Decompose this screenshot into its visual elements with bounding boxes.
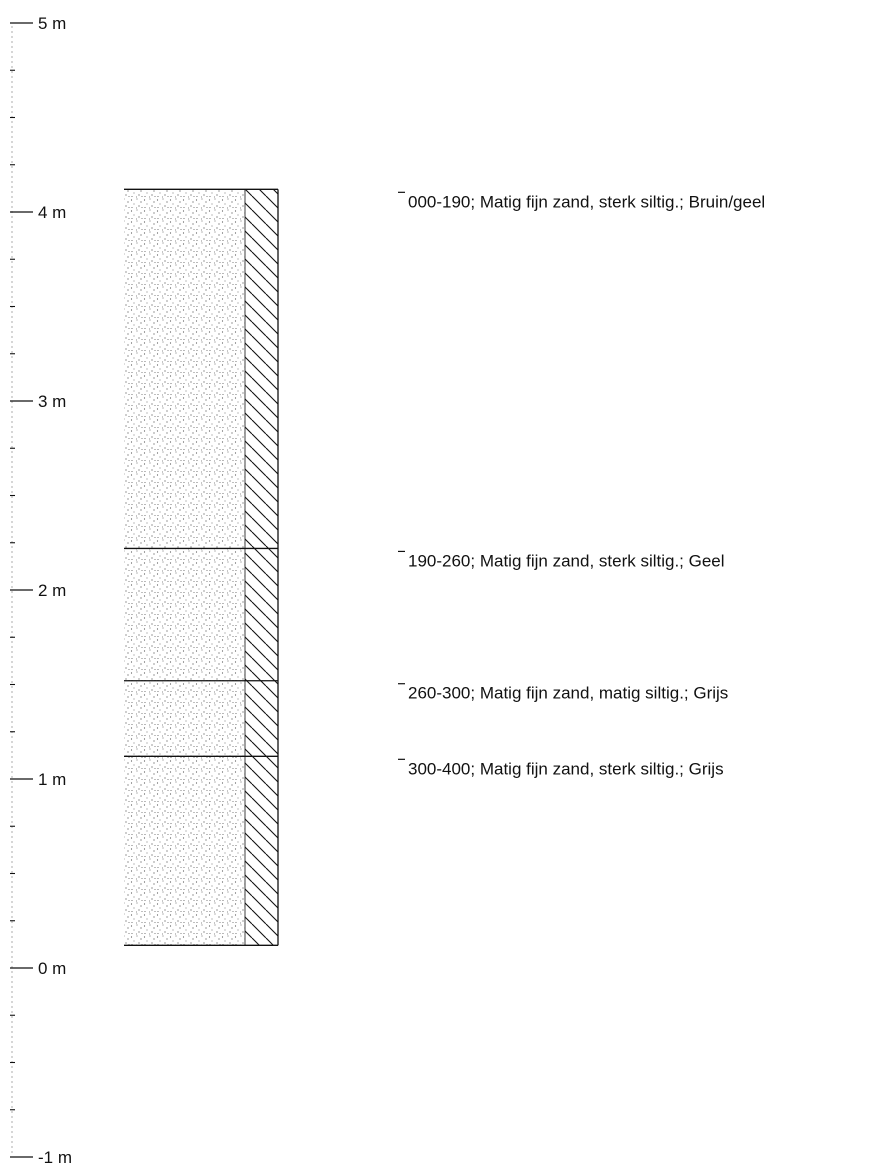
depth-tick-label: 4 m xyxy=(38,203,66,222)
layer-label: 260-300; Matig fijn zand, matig siltig.;… xyxy=(408,684,728,703)
depth-tick-label: 2 m xyxy=(38,581,66,600)
depth-tick-label: 3 m xyxy=(38,392,66,411)
layer-label: 190-260; Matig fijn zand, sterk siltig.;… xyxy=(408,551,725,570)
layer-hatch xyxy=(245,189,278,549)
layer-fill xyxy=(124,189,245,549)
layer-hatch xyxy=(245,680,278,757)
layer-fill xyxy=(124,680,245,757)
layer-fill xyxy=(124,756,245,946)
layer-hatch xyxy=(245,756,278,946)
depth-tick-label: -1 m xyxy=(38,1148,72,1167)
layer-hatch xyxy=(245,548,278,681)
soil-column xyxy=(124,188,279,946)
depth-axis: 5 m 4 m 3 m 2 m 1 m 0 m -1 m xyxy=(10,14,72,1167)
depth-tick-label: 1 m xyxy=(38,770,66,789)
layer-label: 000-190; Matig fijn zand, sterk siltig.;… xyxy=(408,192,765,211)
depth-tick-label: 0 m xyxy=(38,959,66,978)
layer-fill xyxy=(124,548,245,681)
depth-tick-label: 5 m xyxy=(38,14,66,33)
layer-labels: 000-190; Matig fijn zand, sterk siltig.;… xyxy=(398,191,765,778)
layer-label: 300-400; Matig fijn zand, sterk siltig.;… xyxy=(408,759,724,778)
